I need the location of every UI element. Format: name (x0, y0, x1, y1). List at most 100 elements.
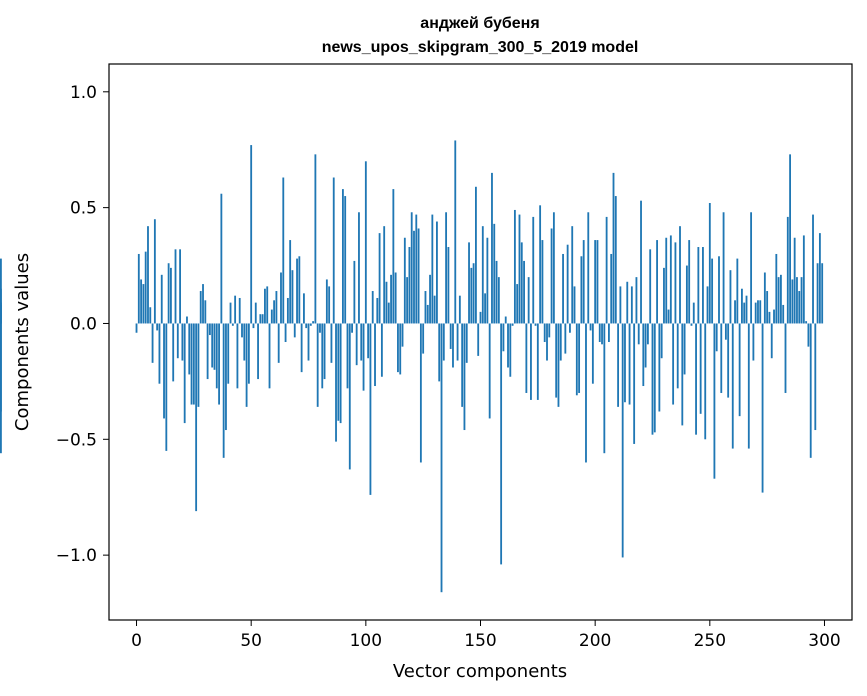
bar (504, 316, 507, 324)
bar (289, 240, 292, 324)
bar (376, 297, 379, 324)
bar (672, 323, 675, 405)
bar (770, 323, 773, 359)
bar (465, 323, 468, 363)
bar (793, 237, 796, 324)
bar (254, 302, 257, 324)
bar (234, 295, 237, 324)
x-tick-label: 250 (694, 631, 726, 651)
bar (170, 267, 172, 324)
bar (821, 263, 824, 324)
bar (789, 154, 791, 324)
x-axis: 0 50 100 150 200 250 300 (131, 620, 841, 651)
bar (608, 323, 610, 342)
bar (195, 323, 198, 512)
bar (392, 189, 395, 324)
bar (688, 240, 691, 324)
bar (724, 323, 727, 340)
bar (816, 263, 819, 324)
bar (777, 277, 780, 324)
bar (569, 323, 571, 333)
bar (268, 323, 271, 389)
bar (766, 291, 769, 324)
bar (660, 323, 663, 359)
bar (137, 253, 140, 324)
bar (564, 323, 567, 354)
bar (571, 226, 574, 324)
bar (500, 323, 503, 565)
bar (186, 316, 188, 324)
bar (530, 323, 532, 400)
bar (156, 323, 159, 331)
bar (635, 277, 638, 324)
bar (415, 214, 418, 324)
bar (807, 323, 810, 347)
bar (213, 323, 216, 370)
bar (163, 323, 165, 419)
bar (144, 251, 147, 324)
bar (532, 216, 535, 324)
x-tick-label: 150 (464, 631, 496, 651)
bar (199, 291, 202, 324)
bar (323, 323, 326, 380)
bar (314, 154, 317, 324)
bar (341, 189, 344, 324)
bar (231, 323, 234, 326)
bar (610, 253, 613, 324)
bar (651, 323, 654, 435)
bar (552, 212, 555, 324)
bar (812, 214, 814, 324)
bar (362, 323, 365, 391)
bar (394, 272, 397, 324)
bar (585, 323, 587, 463)
bar (440, 323, 443, 593)
bar (546, 323, 548, 361)
bar (222, 323, 225, 458)
bar (403, 237, 406, 324)
bar (548, 323, 551, 338)
bar (720, 323, 723, 393)
bar (167, 263, 170, 324)
bar (481, 226, 484, 324)
bar (438, 323, 441, 382)
y-tick-label: 1.0 (70, 83, 97, 103)
bar (587, 212, 590, 324)
bar (598, 323, 601, 342)
chart-title: анджей бубеня (420, 15, 539, 32)
bar (656, 240, 658, 324)
bar (488, 323, 491, 419)
bar (419, 323, 422, 463)
bar (135, 323, 138, 333)
bar (550, 228, 553, 324)
bar (153, 219, 156, 324)
bar (454, 140, 457, 324)
bar (284, 323, 287, 342)
y-tick-label: −1.0 (56, 546, 97, 566)
bar (335, 323, 337, 442)
bar (596, 240, 599, 324)
bar (413, 230, 415, 324)
bar (273, 300, 276, 324)
bar (410, 212, 413, 324)
bar (172, 323, 175, 382)
bar (763, 272, 766, 324)
bar (738, 323, 741, 417)
bar (796, 277, 798, 324)
bar (449, 323, 452, 349)
bar (321, 323, 324, 389)
bar (277, 323, 280, 363)
bar (252, 323, 255, 329)
bar (408, 247, 411, 324)
bar (779, 274, 782, 324)
bar (426, 304, 429, 324)
bar (507, 323, 509, 368)
bar (495, 260, 498, 324)
bar (555, 323, 558, 398)
bar (190, 323, 193, 405)
x-tick-label: 100 (350, 631, 382, 651)
bar (298, 256, 301, 324)
bar (743, 302, 746, 324)
bar (667, 309, 670, 324)
bar (0, 323, 2, 454)
bar (603, 323, 606, 454)
